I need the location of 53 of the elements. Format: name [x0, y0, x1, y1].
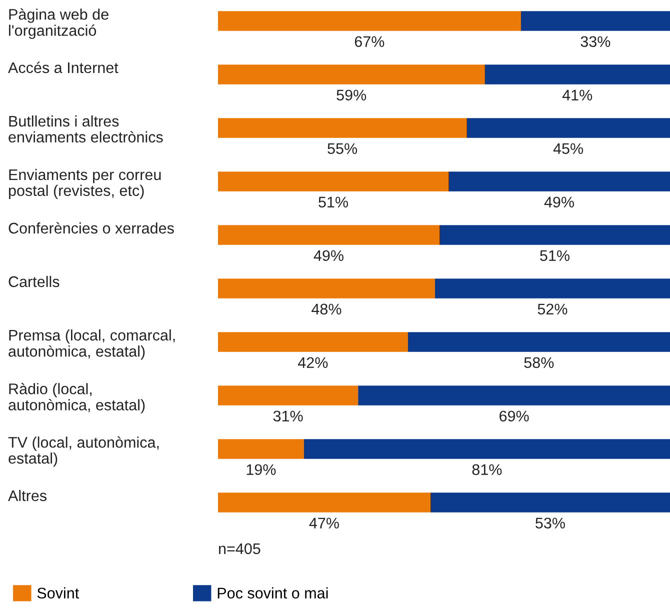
bar	[408, 332, 670, 352]
bar	[430, 492, 670, 512]
data-label: 59%	[336, 90, 366, 101]
bar	[218, 172, 449, 192]
y-tick-label: TV (local, autonòmica, estatal)	[8, 436, 159, 467]
bar	[218, 64, 485, 84]
data-label: 53%	[536, 518, 565, 529]
y-tick-label: Pàgina web de l'organització	[9, 8, 108, 39]
data-label: 49%	[314, 250, 344, 262]
bar	[304, 439, 670, 459]
bar	[218, 439, 304, 459]
bar	[439, 225, 670, 245]
bar	[218, 225, 440, 245]
data-label: 67%	[354, 36, 384, 48]
bar	[218, 386, 358, 406]
bar	[218, 332, 408, 352]
bar	[358, 386, 670, 406]
y-tick-label: Butlletins i altres enviaments electrònics	[8, 115, 163, 143]
bar	[448, 172, 670, 192]
data-label: 48%	[312, 304, 342, 315]
bar	[218, 492, 430, 512]
y-tick-label: Cartells	[8, 276, 60, 288]
data-label: 33%	[580, 36, 610, 48]
data-label: 51%	[540, 250, 570, 262]
y-tick-label: Altres	[8, 490, 46, 502]
y-tick-label: Accés a Internet	[8, 62, 118, 74]
data-label: 45%	[553, 143, 584, 154]
data-label: 47%	[309, 518, 339, 528]
data-label: 51%	[318, 196, 348, 208]
legend-label: Poc sovint o mai	[218, 587, 328, 599]
data-label: 55%	[328, 143, 358, 154]
legend-label: Sovint	[37, 587, 80, 599]
data-label: 42%	[298, 357, 328, 368]
y-tick-label: Ràdio (local, autonòmica, estatal)	[8, 382, 145, 414]
y-tick-label: Conferències o xerrades	[8, 222, 174, 234]
data-label: 49%	[544, 196, 574, 208]
data-label: 52%	[538, 304, 568, 315]
bar	[484, 64, 670, 84]
bar	[218, 278, 435, 298]
data-label: 41%	[562, 90, 592, 100]
bar	[434, 278, 670, 298]
y-tick-label: Premsa (local, comarcal, autonòmica, estatal)	[8, 329, 175, 360]
data-label: 19%	[246, 464, 276, 476]
data-label: 31%	[273, 410, 303, 422]
data-label: 58%	[524, 357, 554, 368]
bar	[466, 118, 670, 138]
bar	[218, 11, 521, 31]
y-tick-label: Enviaments per correu postal (revistes, etc)	[8, 168, 161, 200]
data-label: 69%	[500, 410, 529, 422]
text: n=405	[219, 543, 260, 554]
bar	[218, 118, 467, 138]
bar	[520, 11, 670, 31]
data-label: 81%	[472, 464, 502, 476]
